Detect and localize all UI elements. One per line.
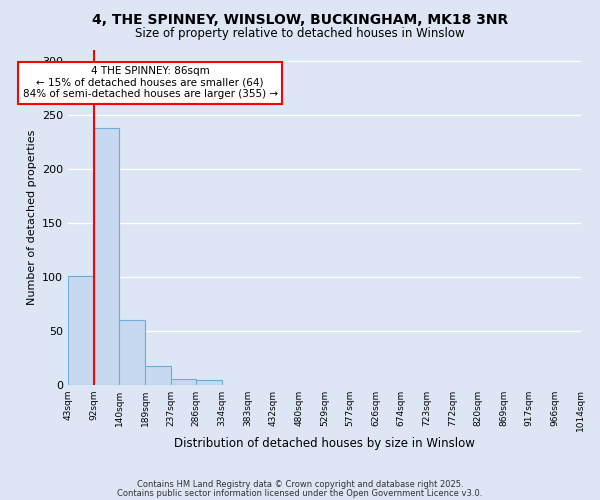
Text: Contains HM Land Registry data © Crown copyright and database right 2025.: Contains HM Land Registry data © Crown c… xyxy=(137,480,463,489)
Bar xyxy=(196,380,222,384)
Bar xyxy=(119,320,145,384)
Text: 4, THE SPINNEY, WINSLOW, BUCKINGHAM, MK18 3NR: 4, THE SPINNEY, WINSLOW, BUCKINGHAM, MK1… xyxy=(92,12,508,26)
Bar xyxy=(145,366,170,384)
Y-axis label: Number of detached properties: Number of detached properties xyxy=(26,130,37,305)
Text: 4 THE SPINNEY: 86sqm
← 15% of detached houses are smaller (64)
84% of semi-detac: 4 THE SPINNEY: 86sqm ← 15% of detached h… xyxy=(23,66,278,100)
Bar xyxy=(170,379,196,384)
Text: Contains public sector information licensed under the Open Government Licence v3: Contains public sector information licen… xyxy=(118,489,482,498)
X-axis label: Distribution of detached houses by size in Winslow: Distribution of detached houses by size … xyxy=(174,437,475,450)
Text: Size of property relative to detached houses in Winslow: Size of property relative to detached ho… xyxy=(135,28,465,40)
Bar xyxy=(94,128,119,384)
Bar xyxy=(68,276,94,384)
